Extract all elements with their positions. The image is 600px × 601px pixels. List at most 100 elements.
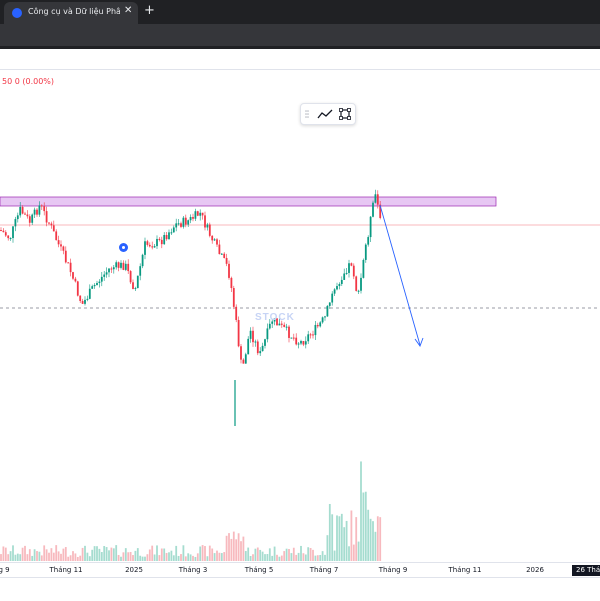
candle-body: [31, 214, 34, 223]
candle-body: [261, 345, 264, 352]
candle-body: [48, 222, 50, 224]
browser-tab[interactable]: Công cụ và Dữ liệu Phân tích k ✕: [4, 2, 138, 24]
volume-bar: [194, 556, 197, 561]
candle-body: [81, 300, 84, 304]
volume-bar: [28, 549, 31, 561]
candle-body: [254, 341, 257, 343]
volume-bar: [64, 547, 67, 561]
candle-body: [256, 341, 259, 354]
candle-body: [319, 322, 322, 327]
time-axis[interactable]: g 9 Tháng 11 2025 Tháng 3 Tháng 5 Tháng …: [0, 562, 600, 577]
volume-bar: [314, 555, 317, 561]
volume-bar: [345, 520, 348, 561]
volume-bar: [343, 527, 346, 561]
candle-body: [242, 359, 245, 364]
volume-bar: [96, 546, 98, 561]
volume-bar: [168, 552, 170, 561]
candle-body: [132, 282, 134, 289]
candle-body: [290, 337, 293, 339]
new-tab-button[interactable]: +: [144, 3, 155, 18]
candle-body: [328, 302, 331, 306]
volume-bar: [16, 553, 19, 561]
candle-body: [295, 337, 298, 345]
candle-body: [168, 232, 170, 240]
volume-bar: [158, 555, 161, 561]
select-box-icon[interactable]: [339, 108, 351, 120]
candle-body: [216, 239, 218, 245]
candle-body: [74, 278, 77, 282]
grip-icon[interactable]: [305, 110, 309, 118]
price-chart[interactable]: [0, 70, 600, 562]
volume-bar: [91, 549, 94, 561]
volume-bar: [19, 554, 22, 561]
volume-bar: [273, 546, 276, 561]
volume-bar: [297, 552, 300, 561]
candle-body: [211, 235, 214, 241]
volume-bar: [252, 554, 254, 561]
volume-bar: [153, 554, 156, 561]
candle-body: [64, 250, 67, 263]
volume-bar: [379, 517, 382, 561]
volume-bar: [199, 546, 202, 561]
volume-bar: [208, 545, 211, 561]
volume-bar: [0, 554, 2, 561]
volume-bar: [7, 554, 10, 561]
candle-body: [160, 239, 163, 245]
volume-bar: [290, 553, 293, 561]
volume-bar: [187, 553, 190, 561]
volume-bar: [223, 552, 226, 561]
volume-bar: [86, 552, 89, 561]
volume-bar: [355, 517, 358, 561]
candle-body: [9, 238, 12, 240]
projection-arrow-head: [414, 337, 424, 347]
candle-body: [122, 262, 125, 270]
drawing-toolbar: [300, 103, 356, 125]
candle-body: [129, 271, 132, 283]
volume-bar: [295, 554, 298, 561]
candle-body: [4, 232, 7, 236]
tab-title: Công cụ và Dữ liệu Phân tích k: [28, 7, 120, 16]
candle-body: [182, 217, 185, 227]
candle-body: [141, 254, 144, 267]
volume-bar: [98, 548, 101, 561]
candle-body: [338, 283, 341, 287]
candle-body: [151, 246, 154, 248]
candle-body: [139, 266, 142, 276]
volume-bar: [225, 535, 228, 561]
volume-bar: [81, 547, 84, 561]
candle-body: [223, 253, 226, 258]
candle-body: [237, 319, 240, 347]
candle-body: [379, 204, 382, 218]
candle-body: [7, 235, 10, 239]
volume-bar: [218, 552, 221, 561]
volume-bar: [127, 552, 130, 561]
candle-body: [163, 235, 166, 245]
volume-bar: [338, 516, 341, 561]
volume-bar: [100, 552, 103, 561]
trend-line-icon[interactable]: [317, 108, 333, 120]
close-icon[interactable]: ✕: [124, 5, 133, 16]
volume-bar: [376, 516, 379, 561]
event-marker-icon[interactable]: [119, 243, 128, 252]
candle-body: [105, 272, 108, 275]
candle-body: [103, 274, 106, 277]
candle-body: [350, 263, 353, 266]
volume-bar: [288, 549, 290, 561]
candle-body: [369, 216, 372, 238]
candle-body: [60, 244, 62, 247]
volume-bar: [172, 555, 175, 561]
volume-bar: [9, 551, 12, 561]
candle-body: [50, 223, 53, 226]
volume-bar: [285, 548, 288, 561]
volume-bar: [26, 554, 29, 561]
volume-bar: [110, 547, 113, 561]
volume-bar: [12, 545, 14, 561]
volume-bar: [309, 547, 312, 561]
volume-bar: [240, 541, 242, 561]
volume-bar: [259, 549, 262, 561]
volume-bar: [362, 492, 365, 561]
current-date-label: 26 Tháng: [572, 565, 600, 576]
candle-body: [91, 286, 94, 289]
candle-body: [110, 268, 113, 270]
volume-bar: [256, 547, 259, 561]
